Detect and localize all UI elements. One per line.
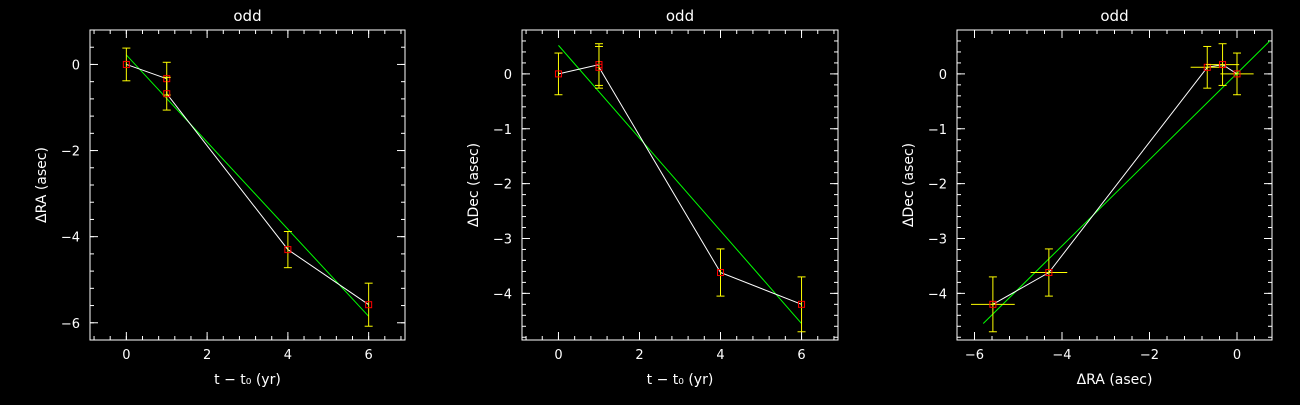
plot-frame bbox=[521, 29, 839, 341]
data-point bbox=[1045, 269, 1053, 277]
data-point bbox=[595, 63, 603, 71]
fit-line bbox=[982, 40, 1271, 324]
x-tick-label: 0 bbox=[122, 348, 130, 363]
x-tick-label: 4 bbox=[716, 348, 724, 363]
x-axis-label: ΔRA (asec) bbox=[1077, 372, 1153, 388]
x-tick-label: 0 bbox=[1233, 348, 1241, 363]
data-point bbox=[717, 269, 725, 277]
data-point bbox=[554, 70, 562, 78]
data-point bbox=[163, 90, 171, 98]
chart-panel-2: odd 0 2 4 6 −4 −3 −2 −1 0 t − t₀ (yr) ΔDec (asec) bbox=[466, 7, 839, 388]
y-tick-label: −4 bbox=[493, 287, 512, 302]
data-point bbox=[1233, 70, 1241, 78]
y-tick-label: −6 bbox=[61, 317, 80, 332]
y-tick-label: 0 bbox=[72, 58, 80, 73]
y-tick-label: −4 bbox=[61, 231, 80, 246]
x-tick-label: −4 bbox=[1052, 348, 1071, 363]
y-tick-label: −4 bbox=[928, 287, 947, 302]
y-tick-label: 0 bbox=[939, 68, 947, 83]
x-tick-label: 2 bbox=[635, 348, 643, 363]
data-point bbox=[122, 60, 130, 68]
fit-line bbox=[125, 54, 370, 317]
data-line bbox=[126, 63, 369, 306]
chart-title: odd bbox=[1100, 7, 1128, 25]
x-tick-label: −6 bbox=[965, 348, 984, 363]
x-tick-label: −2 bbox=[1140, 348, 1159, 363]
fit-line bbox=[558, 45, 802, 324]
data-point bbox=[798, 300, 806, 308]
y-tick-label: −2 bbox=[928, 178, 947, 193]
y-tick-label: −2 bbox=[493, 178, 512, 193]
data-line bbox=[992, 64, 1238, 305]
x-tick-label: 2 bbox=[203, 348, 211, 363]
x-axis-label: t − t₀ (yr) bbox=[214, 372, 281, 388]
x-tick-label: 6 bbox=[797, 348, 805, 363]
y-axis-label: ΔDec (asec) bbox=[901, 143, 917, 227]
data-point bbox=[365, 301, 373, 309]
x-axis-label: t − t₀ (yr) bbox=[647, 372, 714, 388]
y-tick-label: −1 bbox=[493, 123, 512, 138]
y-tick-label: −3 bbox=[493, 232, 512, 247]
y-tick-label: −1 bbox=[928, 123, 947, 138]
x-tick-label: 6 bbox=[365, 348, 373, 363]
y-axis-label: ΔRA (asec) bbox=[34, 147, 50, 223]
y-tick-label: 0 bbox=[504, 68, 512, 83]
plot-frame bbox=[956, 29, 1273, 341]
x-tick-label: 4 bbox=[284, 348, 292, 363]
y-tick-label: −2 bbox=[61, 145, 80, 160]
chart-title: odd bbox=[233, 7, 261, 25]
data-point bbox=[284, 246, 292, 254]
y-axis-label: ΔDec (asec) bbox=[466, 143, 482, 227]
data-point bbox=[989, 300, 997, 308]
chart-panel-1: odd 0 2 4 6 −6 −4 −2 0 t − t₀ (yr) ΔRA (asec) bbox=[34, 7, 406, 388]
chart-panel-3: odd −6 −4 −2 0 −4 −3 −2 −1 0 ΔRA (asec) ΔDec (asec) bbox=[901, 7, 1273, 388]
chart-title: odd bbox=[666, 7, 694, 25]
x-tick-label: 0 bbox=[554, 348, 562, 363]
data-point bbox=[1219, 61, 1227, 69]
y-tick-label: −3 bbox=[928, 232, 947, 247]
